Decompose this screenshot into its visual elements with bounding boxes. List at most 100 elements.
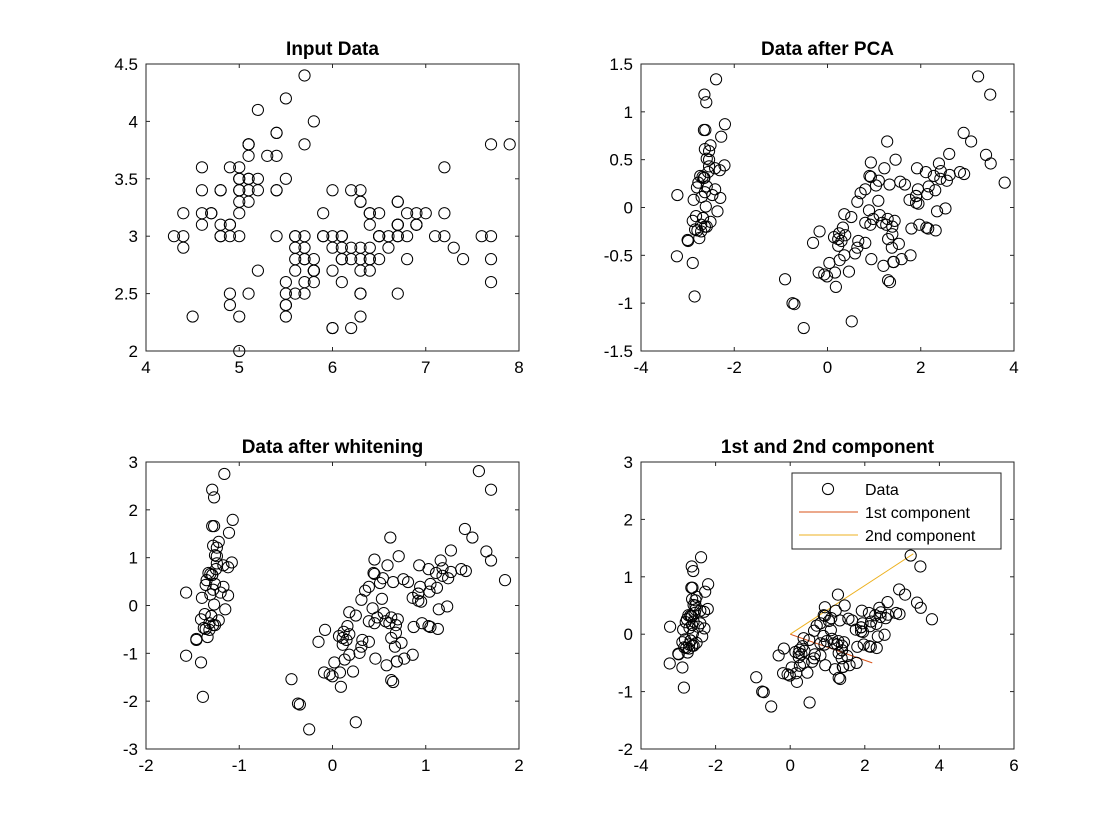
data-point: [683, 621, 696, 634]
data-point: [177, 207, 190, 220]
y-tick-label: 2: [129, 342, 138, 361]
data-point: [431, 622, 444, 636]
data-point: [812, 266, 825, 279]
data-point: [687, 615, 700, 628]
data-point: [904, 549, 917, 562]
data-point: [864, 218, 877, 231]
data-point: [395, 636, 408, 649]
data-point: [503, 138, 516, 151]
data-point: [814, 649, 827, 662]
data-point: [177, 230, 190, 243]
data-point: [377, 607, 390, 620]
data-point: [817, 629, 830, 643]
data-point: [436, 562, 449, 575]
data-point: [415, 617, 429, 630]
data-point: [864, 640, 877, 653]
y-tick-label: 3: [624, 453, 633, 472]
data-point: [869, 179, 883, 192]
data-point: [984, 88, 997, 101]
y-tick-label: 3: [129, 453, 138, 472]
data-point: [373, 576, 387, 590]
data-point: [475, 230, 488, 243]
data-point: [326, 264, 339, 277]
data-point: [898, 588, 912, 601]
x-tick-label: -2: [727, 358, 742, 377]
data-point: [881, 595, 894, 609]
y-tick-label: 2: [129, 501, 138, 520]
data-point: [219, 603, 232, 616]
data-point: [700, 180, 713, 193]
data-point: [834, 672, 847, 686]
y-tick-label: 3.5: [114, 170, 138, 189]
data-point: [859, 236, 872, 249]
data-point: [865, 253, 878, 266]
data-point: [694, 551, 708, 564]
subplot-title: Data after PCA: [761, 39, 894, 60]
component-line: [789, 553, 914, 635]
data-point: [788, 298, 801, 311]
x-tick-label: 7: [421, 358, 430, 377]
data-point: [279, 92, 292, 105]
data-point: [323, 668, 336, 681]
data-point: [362, 615, 375, 628]
data-point: [206, 519, 219, 533]
data-point: [806, 655, 819, 668]
data-point: [214, 230, 227, 243]
data-point: [878, 628, 891, 641]
x-tick-label: -4: [633, 756, 648, 775]
data-point: [438, 230, 451, 243]
subplot-components: 1st and 2nd component -4 -2 0 2 4 6-2-10123Da…: [618, 437, 1019, 775]
data-point: [279, 276, 292, 289]
data-point: [335, 253, 348, 266]
data-point: [920, 221, 933, 234]
data-point: [195, 207, 209, 220]
data-point: [384, 531, 397, 544]
data-point: [373, 207, 386, 220]
data-point: [398, 652, 411, 665]
data-point: [806, 236, 820, 249]
data-point: [196, 690, 209, 703]
data-point: [852, 234, 865, 248]
data-point: [210, 541, 223, 554]
data-point: [698, 88, 711, 101]
data-point: [335, 276, 348, 289]
data-point: [279, 172, 292, 185]
data-point: [373, 230, 386, 243]
data-point: [419, 207, 432, 220]
data-point: [765, 700, 778, 713]
data-point: [233, 195, 246, 208]
data-point: [670, 250, 684, 263]
data-point: [676, 661, 689, 674]
data-point: [424, 620, 437, 634]
data-point: [929, 224, 942, 237]
data-point: [863, 620, 877, 633]
data-point: [913, 218, 926, 231]
data-point: [362, 635, 375, 648]
x-tick-label: 0: [785, 756, 794, 775]
data-point: [223, 161, 237, 174]
y-tick-label: -3: [123, 740, 138, 759]
data-point: [881, 135, 894, 148]
data-point: [307, 115, 320, 128]
x-tick-label: 0: [823, 358, 832, 377]
data-point: [438, 207, 451, 220]
data-point: [455, 563, 468, 576]
data-point: [197, 621, 210, 635]
data-point: [217, 559, 230, 572]
data-point: [341, 619, 354, 633]
data-point: [932, 157, 946, 170]
data-point: [859, 216, 872, 229]
data-point: [291, 697, 305, 710]
data-point: [484, 276, 498, 289]
y-tick-label: 1: [624, 103, 633, 122]
data-point: [198, 608, 211, 621]
data-point: [441, 600, 454, 613]
data-point: [298, 287, 311, 300]
data-point: [401, 253, 414, 266]
data-point: [965, 135, 978, 148]
data-point: [883, 276, 897, 289]
data-point: [326, 321, 339, 335]
x-tick-label: 6: [328, 358, 337, 377]
data-point: [820, 270, 834, 283]
